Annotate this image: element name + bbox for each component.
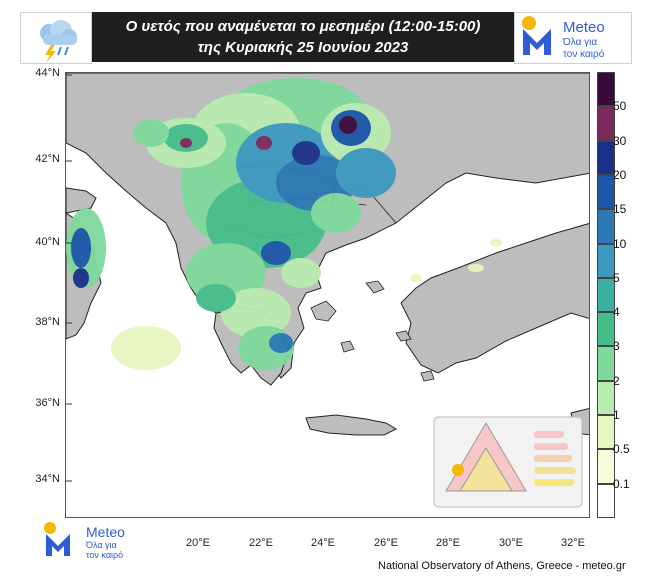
legend-label: 4 — [613, 305, 620, 320]
legend-label: 30 — [613, 133, 627, 148]
lat-label: 42°N — [35, 153, 60, 165]
meteo-logo-bottom: Meteo Όλα για τον καιρό — [40, 520, 150, 560]
logo-brand-name: Meteo — [86, 524, 125, 540]
lat-label: 44°N — [35, 67, 60, 79]
weather-icon-box — [20, 12, 92, 64]
logo-tagline-1: Όλα για — [86, 540, 117, 550]
legend-swatch — [597, 277, 615, 313]
legend-label: 0.5 — [613, 442, 630, 457]
legend-swatch — [597, 72, 615, 107]
lon-label: 30°E — [499, 537, 523, 549]
legend-swatch — [597, 346, 615, 381]
risk-pyramid-icon — [433, 416, 583, 508]
map-canvas — [66, 73, 589, 517]
lon-label: 26°E — [374, 537, 398, 549]
title-line-2: της Κυριακής 25 Ιουνίου 2023 — [197, 39, 409, 56]
lon-label: 20°E — [186, 537, 210, 549]
legend-label: 50 — [613, 99, 627, 114]
legend-swatch — [597, 449, 615, 484]
lat-label: 38°N — [35, 316, 60, 328]
lat-label: 34°N — [35, 473, 60, 485]
lat-label: 40°N — [35, 236, 60, 248]
legend-swatch — [597, 209, 615, 244]
lon-label: 28°E — [436, 537, 460, 549]
legend-label: 20 — [613, 167, 627, 182]
legend-swatch — [597, 243, 615, 278]
legend-label: 15 — [613, 202, 627, 217]
legend-swatch — [597, 140, 615, 175]
legend-swatch — [597, 312, 615, 347]
legend-swatch — [597, 106, 615, 141]
precipitation-map — [65, 72, 590, 518]
credit-text: National Observatory of Athens, Greece -… — [378, 560, 626, 572]
meteo-logo-icon — [522, 16, 551, 55]
map-title: Ο υετός που αναμένεται το μεσημέρι (12:0… — [92, 12, 514, 62]
lon-label: 24°E — [311, 537, 335, 549]
legend-swatch — [597, 415, 615, 450]
lon-label: 32°E — [561, 537, 585, 549]
logo-brand-name: Meteo — [563, 19, 605, 36]
legend-label: 10 — [613, 236, 627, 251]
rain-cloud-lightning-icon — [40, 20, 77, 63]
lat-label: 36°N — [35, 397, 60, 409]
legend-label: 1 — [613, 408, 620, 423]
legend-swatch — [597, 380, 615, 416]
legend-swatch — [597, 174, 615, 210]
legend-label: 3 — [613, 339, 620, 354]
title-line-1: Ο υετός που αναμένεται το μεσημέρι (12:0… — [125, 18, 481, 35]
meteo-logo-icon — [44, 522, 70, 556]
legend-label: 5 — [613, 270, 620, 285]
logo-tagline-2: τον καιρό — [563, 49, 605, 60]
legend-label: 2 — [613, 373, 620, 388]
logo-tagline-2: τον καιρό — [86, 550, 124, 560]
legend-label: 0.1 — [613, 476, 630, 491]
lon-label: 22°E — [249, 537, 273, 549]
meteo-logo-top: Meteo Όλα για τον καιρό — [514, 12, 632, 64]
logo-tagline-1: Όλα για — [563, 37, 598, 48]
legend-swatch — [597, 483, 615, 518]
